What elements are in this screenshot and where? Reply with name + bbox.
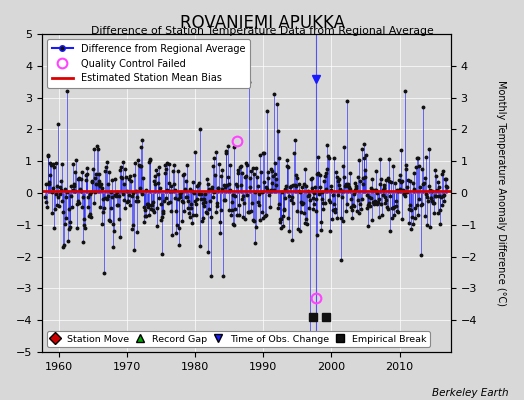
Text: Difference of Station Temperature Data from Regional Average: Difference of Station Temperature Data f… (91, 26, 433, 36)
Text: ROVANIEMI APUKKA: ROVANIEMI APUKKA (180, 14, 344, 32)
Legend: Station Move, Record Gap, Time of Obs. Change, Empirical Break: Station Move, Record Gap, Time of Obs. C… (47, 331, 430, 347)
Y-axis label: Monthly Temperature Anomaly Difference (°C): Monthly Temperature Anomaly Difference (… (496, 80, 506, 306)
Text: Berkeley Earth: Berkeley Earth (432, 388, 508, 398)
